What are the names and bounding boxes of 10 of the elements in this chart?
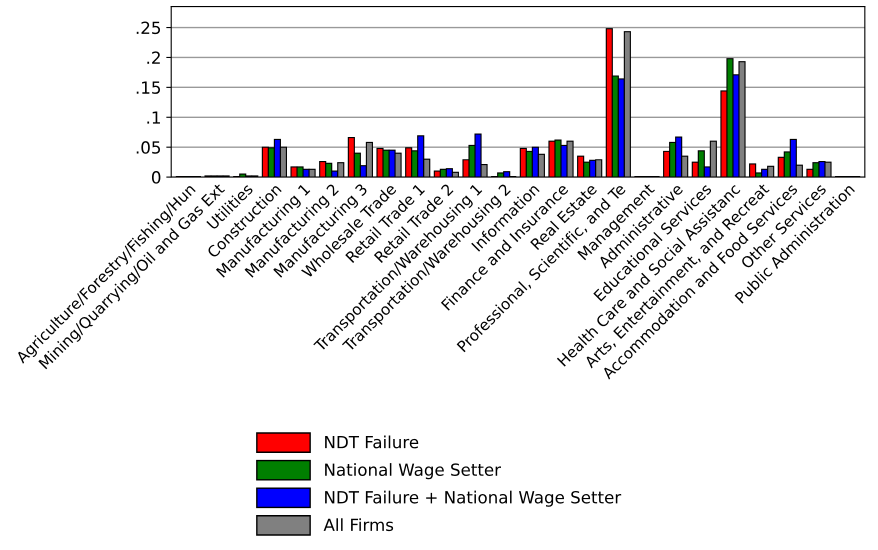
y-tick-label: .05 <box>136 141 160 154</box>
y-tick-label: .15 <box>136 82 160 94</box>
y-tick-label: .1 <box>147 111 160 124</box>
legend-label: All Firms <box>324 518 394 532</box>
legend-label: National Wage Setter <box>325 463 502 480</box>
y-tick-label: 0 <box>152 171 160 184</box>
legend-label: NDT Failure <box>325 436 418 448</box>
y-tick-label: .25 <box>136 22 160 34</box>
y-tick-label: .2 <box>147 51 160 64</box>
legend-label: NDT Failure + National Wage Setter <box>325 490 622 507</box>
